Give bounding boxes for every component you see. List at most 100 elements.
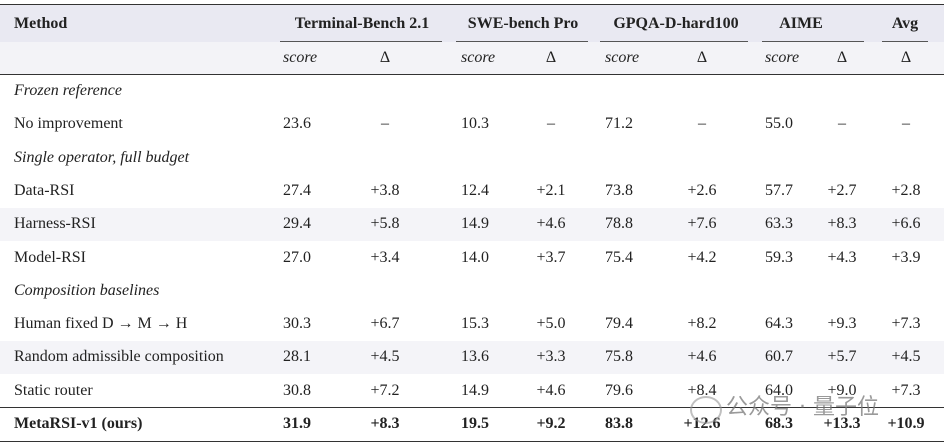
cell: +8.3 — [370, 415, 400, 432]
group-underline — [762, 41, 864, 42]
cell: 79.6 — [605, 381, 633, 399]
cell: +3.4 — [370, 248, 400, 266]
group-underline — [280, 41, 442, 42]
cell: 83.8 — [605, 415, 633, 432]
cell: +2.1 — [536, 181, 566, 199]
bottom-rule — [0, 441, 944, 442]
subheader: score — [605, 49, 640, 66]
cell: +4.5 — [370, 348, 400, 366]
cell: +4.2 — [687, 248, 717, 266]
cell: +2.6 — [687, 181, 717, 199]
cell: 64.3 — [765, 315, 793, 333]
watermark-icon — [690, 396, 722, 424]
cell: 73.8 — [605, 181, 633, 199]
method-label: Data-RSI — [14, 181, 75, 199]
subheader: Δ — [379, 49, 391, 66]
cell: +4.6 — [536, 215, 566, 233]
subheader: Δ — [545, 49, 557, 66]
cell: 28.1 — [283, 348, 311, 366]
cell: 78.8 — [605, 215, 633, 233]
cell: +6.6 — [891, 215, 921, 233]
method-label: No improvement — [14, 115, 123, 133]
cell: +7.3 — [891, 315, 921, 333]
cell: 10.3 — [461, 115, 489, 133]
cell: – — [381, 115, 389, 133]
method-label: MetaRSI-v1 (ours) — [14, 415, 143, 432]
cell: – — [698, 115, 706, 133]
group-header: SWE-bench Pro — [467, 15, 579, 32]
method-label: Static router — [14, 381, 93, 399]
cell: +3.3 — [536, 348, 566, 366]
cell: +8.4 — [687, 381, 717, 399]
group-header: Avg — [891, 15, 919, 32]
cell: +4.6 — [536, 381, 566, 399]
cell: 19.5 — [461, 415, 489, 432]
method-label: Human fixed D → M → H — [14, 315, 188, 333]
cell: +13.3 — [823, 415, 861, 432]
cell: 79.4 — [605, 315, 633, 333]
cell: 12.4 — [461, 181, 489, 199]
cell: +7.2 — [370, 381, 400, 399]
cell: +9.3 — [827, 315, 857, 333]
watermark: 公众号 · 量子位 — [726, 395, 879, 420]
cell: 27.4 — [283, 181, 311, 199]
cell: +3.8 — [370, 181, 400, 199]
cell: +7.6 — [687, 215, 717, 233]
cell: 59.3 — [765, 248, 793, 266]
cell: 27.0 — [283, 248, 311, 266]
section-label: Single operator, full budget — [14, 148, 190, 166]
cell: +10.9 — [887, 415, 925, 432]
cell: 14.9 — [461, 381, 489, 399]
mid-rule — [0, 74, 944, 75]
cell: 29.4 — [283, 215, 311, 233]
cell: +3.9 — [891, 248, 921, 266]
header-bg — [0, 4, 944, 42]
cell: 64.0 — [765, 381, 793, 399]
cell: +4.6 — [687, 348, 717, 366]
cell: – — [547, 115, 555, 133]
cell: +4.3 — [827, 248, 857, 266]
method-label: Random admissible composition — [14, 348, 224, 366]
section-label: Composition baselines — [14, 281, 160, 299]
cell: +4.5 — [891, 348, 921, 366]
cell: +5.7 — [827, 348, 857, 366]
cell: +5.8 — [370, 215, 400, 233]
cell: 57.7 — [765, 181, 793, 199]
group-underline — [882, 41, 928, 42]
cell: 23.6 — [283, 115, 311, 133]
cell: 55.0 — [765, 115, 793, 133]
group-header: Terminal-Bench 2.1 — [294, 15, 430, 32]
cell: 30.3 — [283, 315, 311, 333]
cell: +2.7 — [827, 181, 857, 199]
cell: 71.2 — [605, 115, 633, 133]
cell: – — [838, 115, 846, 133]
subheader: Δ — [900, 49, 912, 66]
cell: 63.3 — [765, 215, 793, 233]
cell: 31.9 — [283, 415, 311, 432]
cell: 14.9 — [461, 215, 489, 233]
cell: – — [902, 115, 910, 133]
row-shade — [0, 207, 944, 241]
section-label: Frozen reference — [14, 82, 122, 99]
group-underline — [456, 41, 588, 42]
method-label: Harness-RSI — [14, 215, 96, 233]
final-rule — [0, 407, 944, 409]
cell: 68.3 — [765, 415, 793, 432]
cell: 14.0 — [461, 248, 489, 266]
method-label: Model-RSI — [14, 248, 86, 266]
subheader: score — [283, 49, 318, 66]
cell: +6.7 — [370, 315, 400, 333]
subheader: Δ — [696, 49, 708, 66]
cell: +5.0 — [536, 315, 566, 333]
cell: +9.0 — [827, 381, 857, 399]
cell: 13.6 — [461, 348, 489, 366]
cell: +3.7 — [536, 248, 566, 266]
cell: 15.3 — [461, 315, 489, 333]
cell: 75.4 — [605, 248, 633, 266]
group-header: GPQA-D-hard100 — [613, 15, 739, 32]
cell: +9.2 — [536, 415, 566, 432]
cell: +2.8 — [891, 181, 921, 199]
subheader-bg — [0, 42, 944, 74]
group-underline — [600, 41, 748, 42]
